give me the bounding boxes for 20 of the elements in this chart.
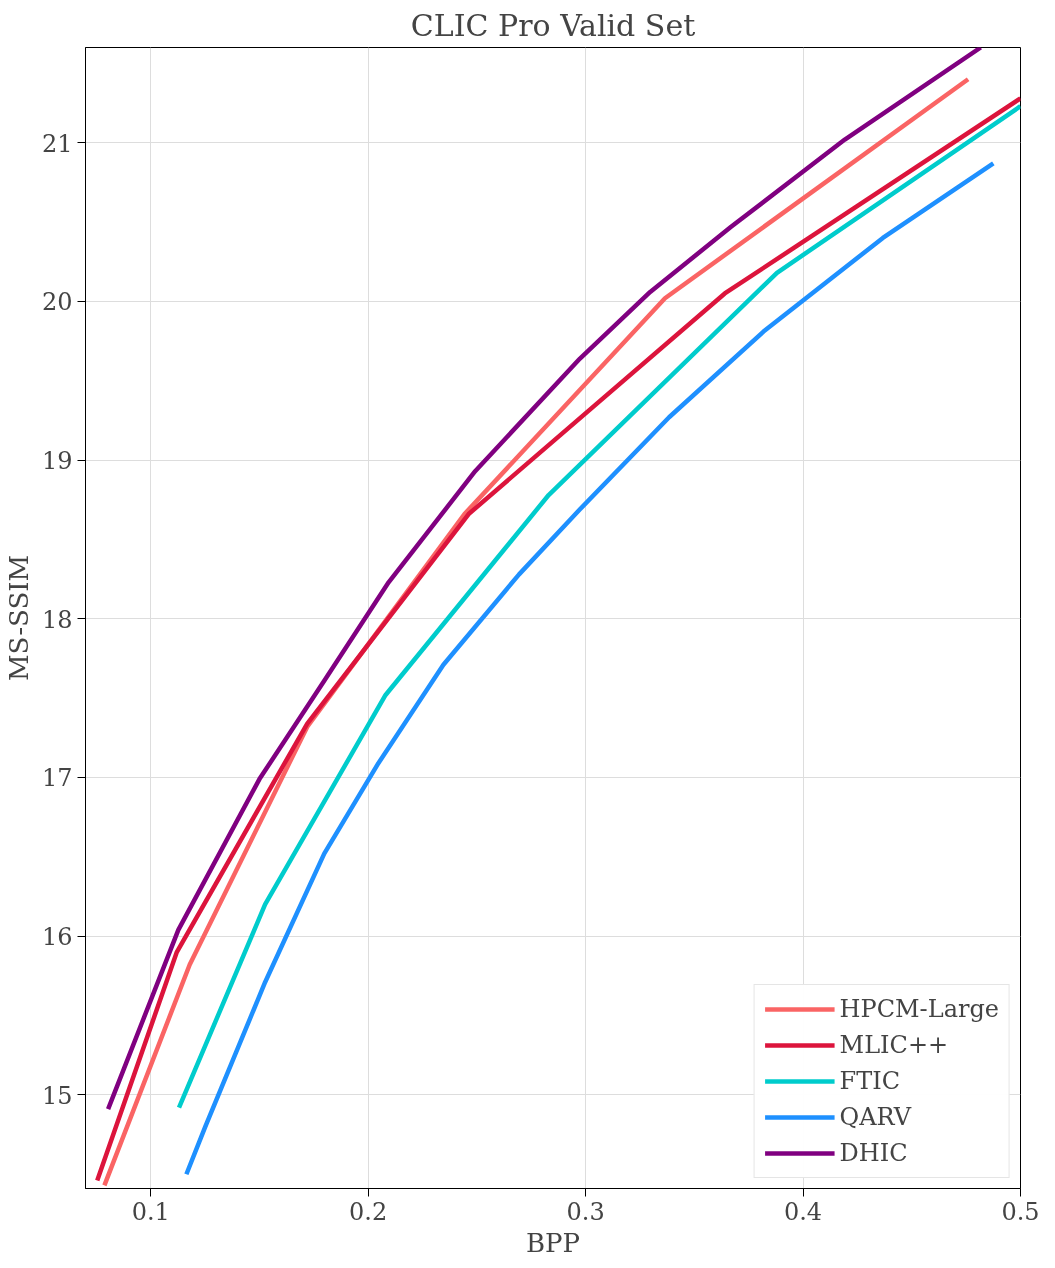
x-tick-label: 0.3 — [566, 1197, 605, 1226]
x-tick-label: 0.2 — [349, 1197, 388, 1226]
y-tick-label: 20 — [41, 288, 73, 317]
legend-label: FTIC — [839, 1067, 901, 1095]
y-axis-title: MS-SSIM — [3, 554, 34, 682]
legend-label: QARV — [839, 1103, 912, 1131]
x-tick-label: 0.4 — [783, 1197, 823, 1226]
legend-label: HPCM-Large — [839, 995, 999, 1023]
x-tick-label: 0.1 — [131, 1197, 170, 1226]
y-tick-label: 21 — [41, 129, 73, 158]
x-tick-label: 0.5 — [1001, 1197, 1040, 1226]
y-tick-label: 15 — [41, 1081, 73, 1110]
x-axis-title: BPP — [525, 1227, 581, 1258]
y-tick-label: 16 — [41, 923, 73, 952]
legend-label: DHIC — [839, 1139, 908, 1167]
y-tick-label: 17 — [41, 764, 73, 793]
y-tick-label: 18 — [41, 605, 73, 634]
y-tick-label: 19 — [41, 447, 73, 476]
legend-label: MLIC++ — [839, 1031, 949, 1059]
chart-title: CLIC Pro Valid Set — [410, 7, 696, 43]
